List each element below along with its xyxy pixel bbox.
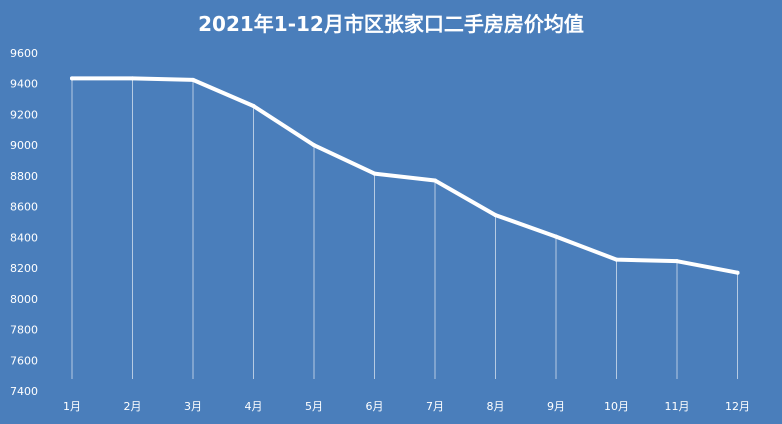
data-point	[251, 104, 256, 109]
x-tick-label: 3月	[184, 400, 202, 413]
x-tick-label: 6月	[366, 400, 384, 413]
data-point	[433, 178, 437, 183]
y-tick-label: 8600	[10, 201, 38, 214]
data-point	[372, 171, 377, 176]
x-tick-label: 1月	[63, 400, 81, 413]
y-tick-label: 7800	[10, 324, 38, 337]
x-tick-label: 12月	[725, 400, 750, 413]
y-tick-label: 9400	[10, 78, 38, 91]
data-point	[130, 76, 135, 81]
x-tick-label: 5月	[305, 400, 323, 413]
x-tick-label: 11月	[665, 400, 690, 413]
x-tick-label: 2月	[124, 400, 142, 413]
y-tick-label: 8400	[10, 231, 38, 244]
x-tick-label: 7月	[426, 400, 444, 413]
y-tick-label: 9000	[10, 139, 38, 152]
data-point	[191, 77, 195, 82]
y-tick-label: 9200	[10, 108, 38, 121]
data-point	[312, 143, 316, 148]
x-tick-label: 9月	[547, 400, 565, 413]
y-tick-label: 7600	[10, 354, 38, 367]
data-point	[675, 259, 679, 264]
series-line	[70, 76, 740, 275]
y-tick-label: 8000	[10, 293, 38, 306]
data-point	[70, 76, 74, 81]
data-point	[554, 234, 558, 239]
y-tick-label: 8800	[10, 170, 38, 183]
y-tick-label: 8200	[10, 262, 38, 275]
x-tick-label: 8月	[487, 400, 505, 413]
chart-title: 2021年1-12月市区张家口二手房房价均值	[198, 12, 584, 36]
x-tick-label: 10月	[604, 400, 629, 413]
data-point	[493, 213, 498, 218]
y-tick-label: 7400	[10, 385, 38, 398]
data-point	[735, 270, 740, 275]
x-tick-label: 4月	[245, 400, 263, 413]
data-point	[614, 257, 619, 262]
y-tick-label: 9600	[10, 47, 38, 60]
